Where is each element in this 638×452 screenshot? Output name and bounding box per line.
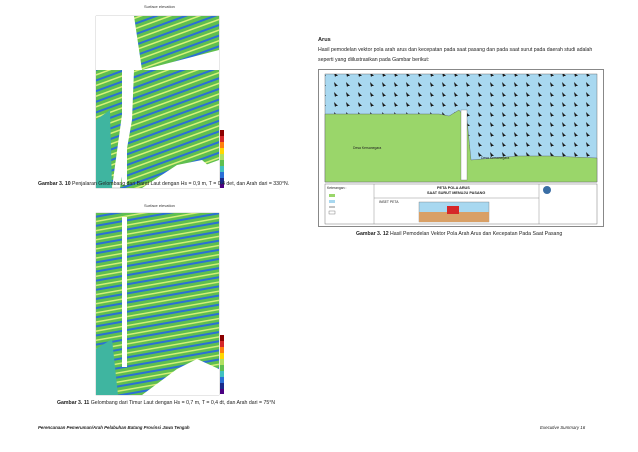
map-caption: Gambar 3. 12 Hasil Pemodelan Vektor Pola… [356,231,562,238]
figure-caption-top: Gambar 3. 10 Penjalaran Gelombang dari B… [38,181,289,188]
wave-figure-bottom: Surface elevation [82,203,247,398]
caption-label-top: Gambar 3. 10 [38,181,71,187]
map-caption-text: Hasil Pemodelan Vektor Pola Arah Arus da… [390,231,563,237]
inset-title: INSET PETA [379,200,399,204]
land-label-right: Desa Kersanegara [481,156,510,160]
section-title-arus: Arus [318,37,331,43]
map-title-2: SAAT SURUT MENUJU PASANG [427,191,486,195]
footer-right: Executive Summary 16 [540,425,586,430]
plot-title-top: Surface elevation [144,4,175,9]
wave-figure-top: Surface elevation [82,4,247,189]
figure-caption-bottom: Gambar 3. 11 Gelombang dari Timur Laut d… [57,400,275,407]
caption-label-bottom: Gambar 3. 11 [57,400,90,406]
land-label-left: Desa Kersanegara [353,146,382,150]
wave-plot-top [95,15,224,189]
map-title-1: PETA POLA ARUS [437,186,470,190]
legend-title: Keterangan : [327,186,347,190]
caption-text-top: Penjalaran Gelombang dari Barat Laut den… [72,181,290,187]
plot-title-bottom: Surface elevation [144,203,175,208]
colorbar-top [220,130,224,188]
footer-left: Perencanaan Pemeruman/Arah Pelabuhan Bat… [38,425,190,430]
section-paragraph: Hasil pemodelan vektor pola arah arus da… [318,47,593,63]
colorbar-bottom [220,335,224,394]
caption-text-bottom: Gelombang dari Timur Laut dengan Hs = 0,… [90,400,276,406]
current-map: Desa Kersanegara Desa Kersanegara PETA P… [318,69,604,227]
current-map-svg [324,73,598,225]
wave-plot-bottom [95,212,224,396]
map-caption-label: Gambar 3. 12 [356,231,389,237]
